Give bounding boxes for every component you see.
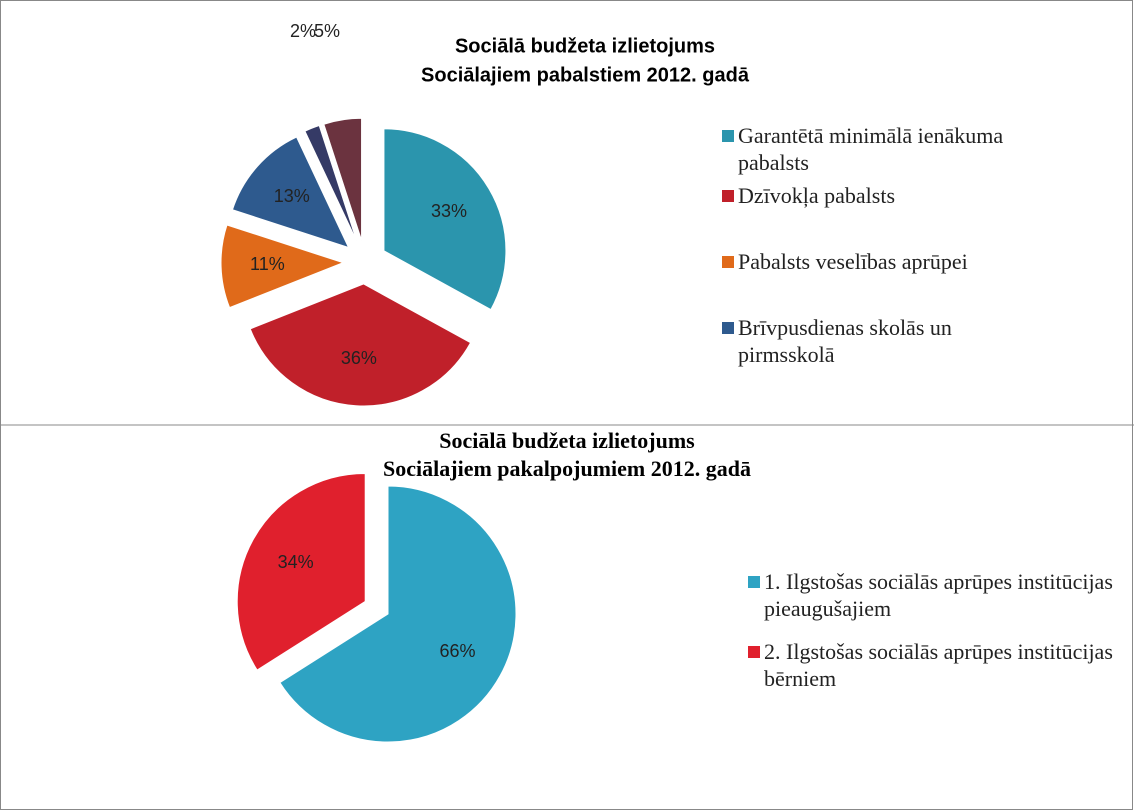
pie-slice	[279, 485, 517, 743]
pie-slice	[383, 128, 507, 311]
data-label: 66%	[440, 641, 476, 661]
pie-slice	[304, 124, 358, 242]
legend-entry: Garantētā minimālā ienākuma pabalsts	[722, 122, 1052, 176]
pie-slice	[249, 283, 472, 407]
legend-entry: Pabalsts veselības aprūpei	[722, 248, 1052, 275]
legend-label: Pabalsts veselības aprūpei	[738, 249, 968, 274]
legend-entry: 2. Ilgstošas sociālās aprūpes institūcij…	[748, 638, 1118, 692]
legend-label: Brīvpusdienas skolās un pirmsskolā	[738, 315, 952, 367]
data-label: 13%	[274, 186, 310, 206]
legend-swatch	[748, 576, 760, 588]
data-label: 5%	[314, 21, 340, 41]
legend-swatch	[722, 256, 734, 268]
legend-swatch	[722, 190, 734, 202]
legend-label: 2. Ilgstošas sociālās aprūpes institūcij…	[764, 639, 1113, 691]
data-label: 2%	[290, 21, 316, 41]
chart-title: Sociālā budžeta izlietojums	[455, 35, 715, 57]
legend-label: 1. Ilgstošas sociālās aprūpes institūcij…	[764, 569, 1113, 621]
legend-swatch	[748, 646, 760, 658]
data-label: 33%	[431, 201, 467, 221]
pie-slice	[231, 136, 350, 249]
data-label: 36%	[341, 348, 377, 368]
data-label: 11%	[250, 254, 285, 274]
legend-swatch	[722, 130, 734, 142]
data-label: 34%	[278, 552, 314, 572]
chart-title: Sociālajiem pakalpojumiem 2012. gadā	[383, 456, 751, 481]
legend-entry: Brīvpusdienas skolās un pirmsskolā	[722, 314, 1052, 368]
legend-swatch	[722, 322, 734, 334]
legend-label: Garantētā minimālā ienākuma pabalsts	[738, 123, 1004, 175]
pie-slice	[220, 224, 345, 309]
chart-title: Sociālā budžeta izlietojums	[439, 428, 695, 453]
pie-slice	[323, 117, 363, 241]
legend-entry: Dzīvokļa pabalsts	[722, 182, 1052, 209]
pie-slice	[236, 472, 366, 671]
chart-title: Sociālajiem pabalstiem 2012. gadā	[421, 64, 750, 86]
legend-entry: 1. Ilgstošas sociālās aprūpes institūcij…	[748, 568, 1118, 622]
legend-label: Dzīvokļa pabalsts	[738, 183, 896, 208]
